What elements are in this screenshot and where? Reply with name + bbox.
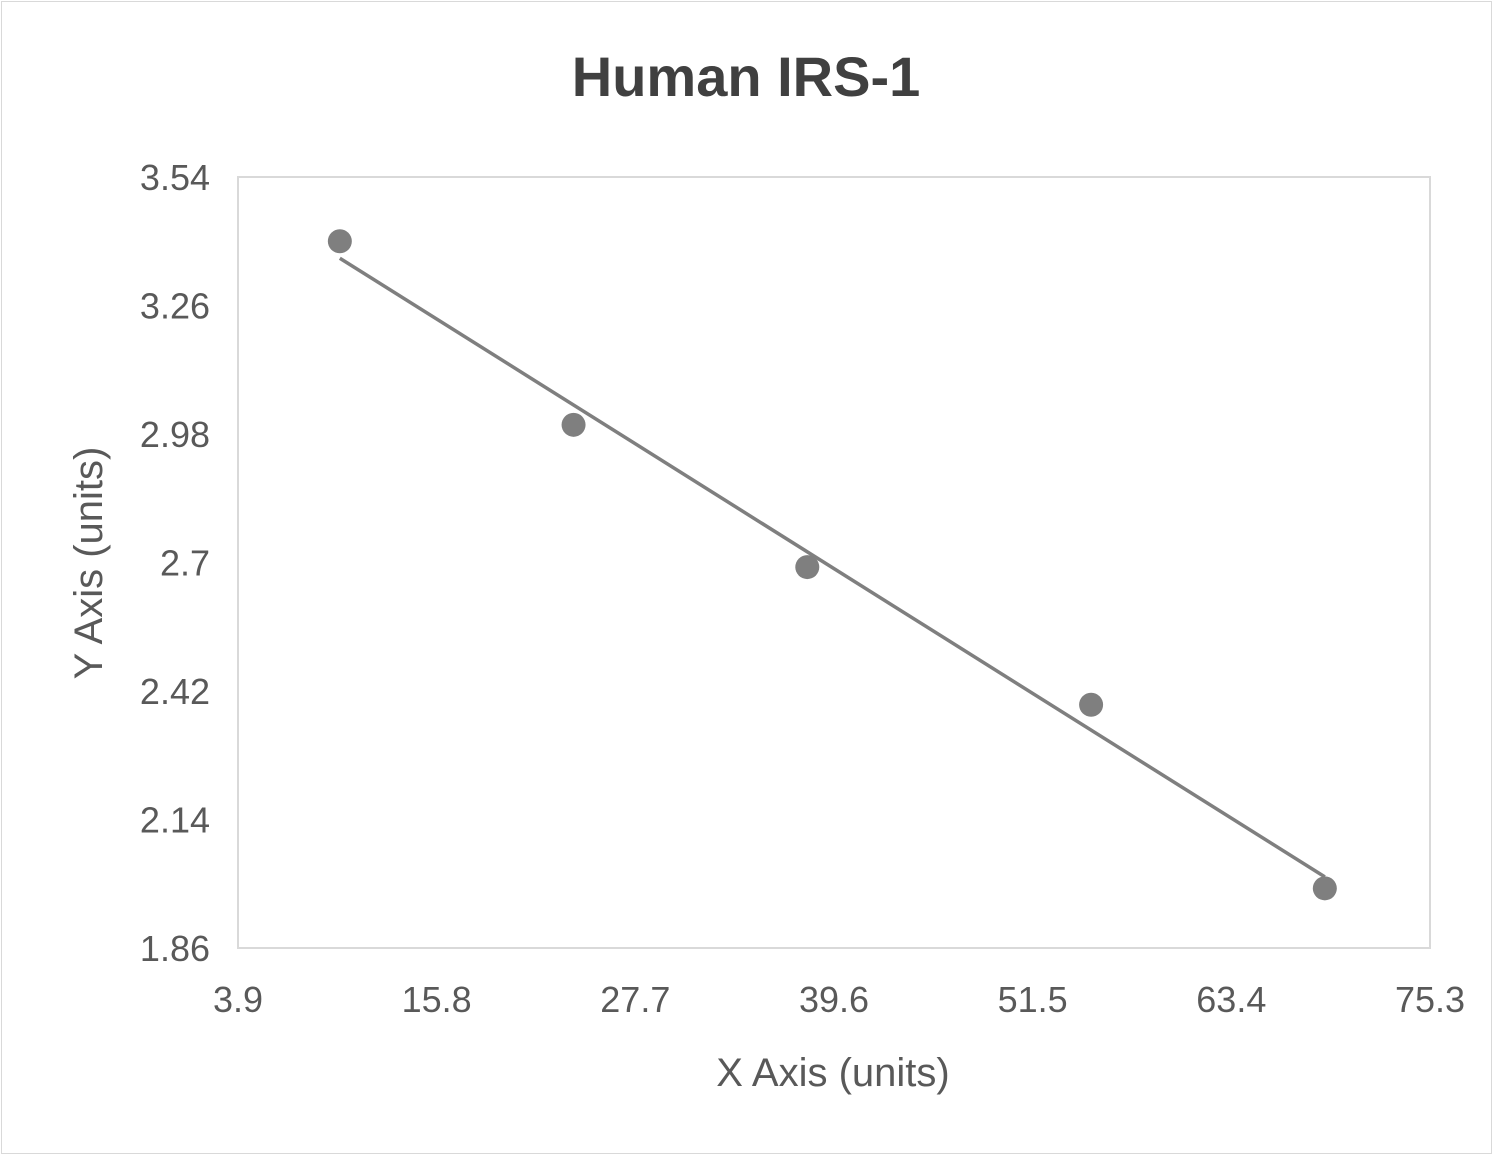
plot-area xyxy=(237,176,1431,949)
x-tick-label: 15.8 xyxy=(402,979,472,1020)
x-tick-label: 63.4 xyxy=(1196,979,1266,1020)
trendline xyxy=(338,256,1326,879)
chart-title: Human IRS-1 xyxy=(572,45,921,108)
x-tick-label: 3.9 xyxy=(213,979,263,1020)
data-point xyxy=(1079,692,1104,717)
x-axis-label: X Axis (units) xyxy=(716,1051,949,1095)
x-tick-label: 51.5 xyxy=(998,979,1068,1020)
y-tick-label: 2.42 xyxy=(140,671,210,712)
data-point xyxy=(1312,876,1337,901)
y-tick-label: 3.26 xyxy=(140,286,210,327)
y-tick-label: 2.7 xyxy=(160,543,210,584)
y-tick-label: 1.86 xyxy=(140,928,210,969)
y-tick-label: 3.54 xyxy=(140,157,210,198)
y-tick-label: 2.14 xyxy=(140,800,210,841)
y-tick-label: 2.98 xyxy=(140,414,210,455)
x-tick-label: 27.7 xyxy=(600,979,670,1020)
data-point xyxy=(327,229,352,254)
data-point xyxy=(561,412,586,437)
x-tick-label: 75.3 xyxy=(1395,979,1465,1020)
data-point xyxy=(795,555,820,580)
x-tick-label: 39.6 xyxy=(799,979,869,1020)
y-axis-label: Y Axis (units) xyxy=(67,447,111,680)
